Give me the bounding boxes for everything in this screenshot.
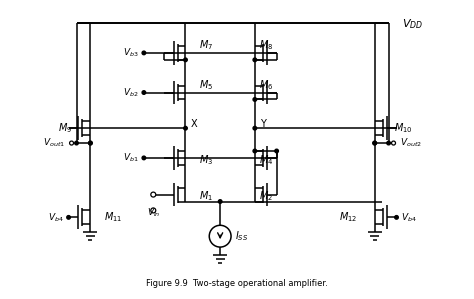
Text: $M_7$: $M_7$ [200, 38, 213, 52]
Text: $V_{b4}$: $V_{b4}$ [48, 211, 64, 224]
Text: $V_{DD}$: $V_{DD}$ [402, 17, 424, 31]
Circle shape [75, 141, 78, 145]
Circle shape [89, 141, 92, 145]
Circle shape [67, 216, 70, 219]
Text: $V_{b1}$: $V_{b1}$ [123, 152, 139, 164]
Text: $V_{out2}$: $V_{out2}$ [401, 137, 422, 149]
Circle shape [387, 141, 391, 145]
Circle shape [253, 126, 256, 130]
Circle shape [253, 149, 256, 153]
Text: $M_5$: $M_5$ [200, 78, 213, 91]
Text: $V_{b2}$: $V_{b2}$ [123, 86, 139, 99]
Circle shape [373, 141, 376, 145]
Text: $M_2$: $M_2$ [259, 190, 273, 203]
Circle shape [89, 141, 92, 145]
Circle shape [373, 141, 376, 145]
Circle shape [395, 216, 398, 219]
Text: $M_{12}$: $M_{12}$ [338, 210, 357, 224]
Circle shape [275, 149, 278, 153]
Text: Y: Y [260, 119, 265, 129]
Text: $V_{b3}$: $V_{b3}$ [123, 47, 139, 59]
Text: $V_{b4}$: $V_{b4}$ [401, 211, 417, 224]
Circle shape [142, 51, 146, 55]
Circle shape [142, 156, 146, 160]
Text: $M_{11}$: $M_{11}$ [104, 210, 123, 224]
Text: $V_{in}$: $V_{in}$ [146, 207, 160, 219]
Text: $M_{10}$: $M_{10}$ [393, 121, 412, 135]
Circle shape [184, 58, 187, 62]
Text: $M_6$: $M_6$ [259, 78, 273, 91]
Text: Figure 9.9  Two-stage operational amplifier.: Figure 9.9 Two-stage operational amplifi… [146, 279, 328, 288]
Circle shape [219, 200, 222, 203]
Text: $M_9$: $M_9$ [58, 121, 73, 135]
Text: $M_3$: $M_3$ [200, 153, 213, 167]
Circle shape [184, 126, 187, 130]
Text: $V_{out1}$: $V_{out1}$ [43, 137, 64, 149]
Circle shape [253, 58, 256, 62]
Text: X: X [191, 119, 197, 129]
Circle shape [253, 98, 256, 101]
Text: $M_1$: $M_1$ [200, 190, 213, 203]
Text: $I_{SS}$: $I_{SS}$ [235, 229, 248, 243]
Text: $M_8$: $M_8$ [259, 38, 273, 52]
Text: $M_4$: $M_4$ [259, 153, 273, 167]
Circle shape [142, 91, 146, 94]
